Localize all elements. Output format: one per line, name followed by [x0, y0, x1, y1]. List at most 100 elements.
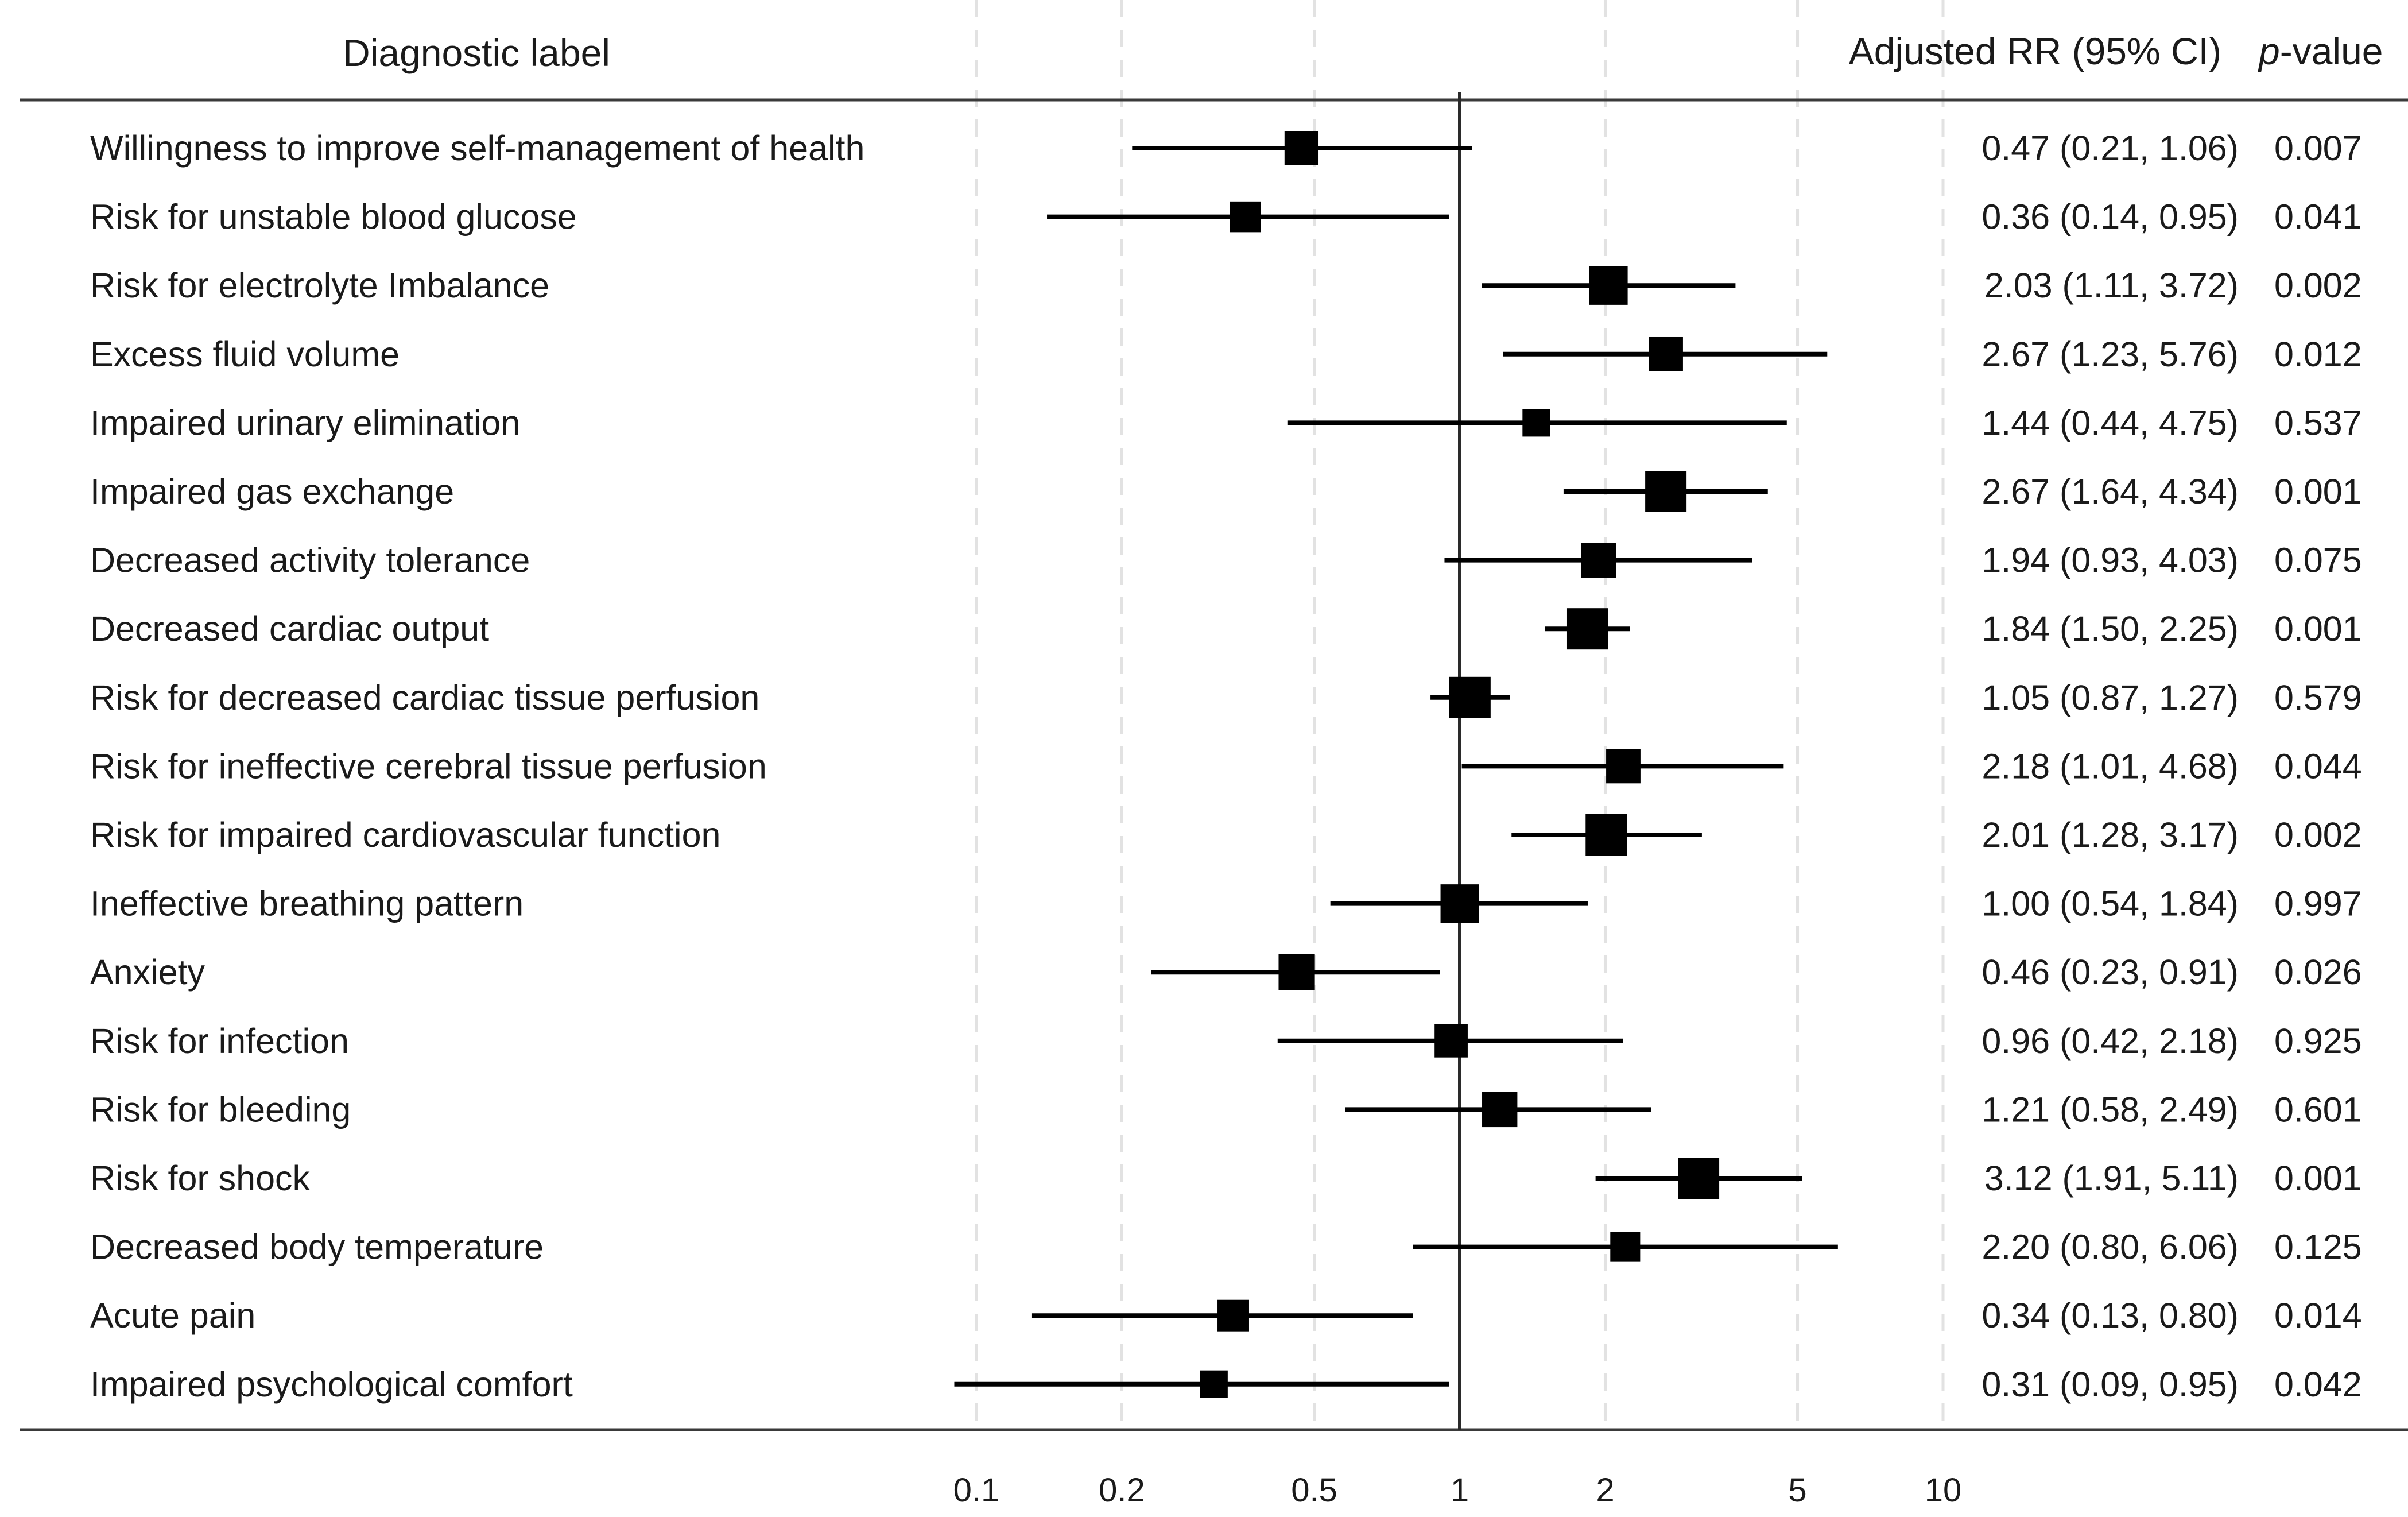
- p-value: 0.579: [2274, 678, 2362, 717]
- x-tick-label: 0.1: [953, 1472, 1000, 1509]
- rr-ci-value: 1.00 (0.54, 1.84): [1982, 884, 2239, 923]
- forest-row: Decreased activity tolerance 1.94 (0.93, …: [90, 541, 2362, 580]
- header-diagnostic-label: Diagnostic label: [343, 32, 610, 74]
- row-label: Acute pain: [90, 1296, 255, 1335]
- row-label: Decreased activity tolerance: [90, 541, 530, 580]
- p-value: 0.012: [2274, 335, 2362, 374]
- forest-row: Willingness to improve self-management o…: [90, 129, 2362, 168]
- row-label: Anxiety: [90, 953, 205, 992]
- forest-row: Decreased cardiac output 1.84 (1.50, 2.25…: [90, 608, 2362, 650]
- x-tick-label: 0.5: [1291, 1472, 1337, 1509]
- p-value: 0.042: [2274, 1365, 2362, 1404]
- p-value: 0.044: [2274, 746, 2362, 785]
- p-value: 0.537: [2274, 403, 2362, 442]
- x-tick-label: 2: [1596, 1472, 1614, 1509]
- rr-ci-value: 0.34 (0.13, 0.80): [1982, 1296, 2239, 1335]
- row-label: Excess fluid volume: [90, 335, 400, 374]
- forest-row: Risk for shock 3.12 (1.91, 5.11) 0.001: [90, 1158, 2362, 1199]
- row-label: Risk for shock: [90, 1159, 311, 1198]
- point-estimate-marker: [1581, 543, 1616, 578]
- header-p-value: p-value: [2258, 30, 2383, 72]
- forest-row: Risk for decreased cardiac tissue perfus…: [90, 676, 2362, 718]
- row-label: Decreased cardiac output: [90, 609, 489, 648]
- rr-ci-value: 3.12 (1.91, 5.11): [1984, 1159, 2239, 1198]
- p-value: 0.002: [2274, 266, 2362, 305]
- forest-row: Risk for infection 0.96 (0.42, 2.18) 0.925: [90, 1021, 2362, 1061]
- row-label: Ineffective breathing pattern: [90, 884, 524, 923]
- row-label: Risk for infection: [90, 1021, 349, 1061]
- p-value: 0.075: [2274, 541, 2362, 580]
- rr-ci-value: 2.67 (1.23, 5.76): [1982, 335, 2239, 374]
- rr-ci-value: 0.36 (0.14, 0.95): [1982, 198, 2239, 237]
- rr-ci-value: 0.46 (0.23, 0.91): [1982, 953, 2239, 992]
- row-label: Impaired gas exchange: [90, 472, 454, 511]
- point-estimate-marker: [1278, 954, 1315, 990]
- point-estimate-marker: [1230, 201, 1261, 233]
- forest-row: Excess fluid volume 2.67 (1.23, 5.76) 0.01…: [90, 335, 2362, 374]
- row-label: Risk for unstable blood glucose: [90, 198, 577, 237]
- rr-ci-value: 1.94 (0.93, 4.03): [1982, 541, 2239, 580]
- point-estimate-marker: [1566, 608, 1608, 650]
- p-value: 0.041: [2274, 198, 2362, 237]
- p-value: 0.997: [2274, 884, 2362, 923]
- x-tick-label: 0.2: [1099, 1472, 1145, 1509]
- rr-ci-value: 1.05 (0.87, 1.27): [1982, 678, 2239, 717]
- x-axis-ticks: 0.1 0.2 0.5 1 2 5 10: [953, 1472, 1962, 1509]
- point-estimate-marker: [1606, 749, 1641, 784]
- forest-row: Ineffective breathing pattern 1.00 (0.54,…: [90, 884, 2362, 923]
- rr-ci-value: 2.20 (0.80, 6.06): [1982, 1228, 2239, 1267]
- rr-ci-value: 1.21 (0.58, 2.49): [1982, 1090, 2239, 1129]
- forest-row: Risk for impaired cardiovascular functio…: [90, 814, 2362, 856]
- row-label: Risk for electrolyte Imbalance: [90, 266, 549, 305]
- forest-row: Impaired psychological comfort 0.31 (0.09…: [90, 1365, 2362, 1404]
- rr-ci-value: 2.18 (1.01, 4.68): [1982, 746, 2239, 785]
- point-estimate-marker: [1482, 1092, 1518, 1128]
- rr-ci-value: 2.03 (1.11, 3.72): [1984, 266, 2239, 305]
- row-label: Risk for bleeding: [90, 1090, 351, 1129]
- p-value: 0.002: [2274, 815, 2362, 854]
- point-estimate-marker: [1434, 1024, 1468, 1058]
- rr-ci-value: 0.96 (0.42, 2.18): [1982, 1021, 2239, 1061]
- p-value: 0.001: [2274, 472, 2362, 511]
- header-adjusted-rr: Adjusted RR (95% CI): [1849, 30, 2221, 72]
- row-label: Impaired psychological comfort: [90, 1365, 573, 1404]
- point-estimate-marker: [1610, 1232, 1641, 1262]
- forest-row: Impaired urinary elimination 1.44 (0.44, …: [90, 403, 2362, 442]
- p-value: 0.001: [2274, 609, 2362, 648]
- p-value: 0.925: [2274, 1021, 2362, 1061]
- row-label: Decreased body temperature: [90, 1228, 544, 1267]
- row-label: Impaired urinary elimination: [90, 403, 520, 442]
- x-tick-label: 1: [1451, 1472, 1469, 1509]
- point-estimate-marker: [1585, 814, 1627, 856]
- point-estimate-marker: [1217, 1299, 1249, 1332]
- p-value: 0.026: [2274, 953, 2362, 992]
- p-value: 0.601: [2274, 1090, 2362, 1129]
- row-label: Risk for ineffective cerebral tissue per…: [90, 746, 767, 785]
- forest-row: Risk for electrolyte Imbalance 2.03 (1.11…: [90, 266, 2362, 305]
- forest-row: Risk for ineffective cerebral tissue per…: [90, 746, 2362, 785]
- x-tick-label: 10: [1925, 1472, 1962, 1509]
- rr-ci-value: 0.31 (0.09, 0.95): [1982, 1365, 2239, 1404]
- point-estimate-marker: [1649, 336, 1683, 371]
- forest-row: Impaired gas exchange 2.67 (1.64, 4.34) 0.…: [90, 471, 2362, 512]
- forest-row: Acute pain 0.34 (0.13, 0.80) 0.014: [90, 1296, 2362, 1335]
- forest-row: Risk for unstable blood glucose 0.36 (0.1…: [90, 198, 2362, 237]
- point-estimate-marker: [1449, 676, 1491, 718]
- x-tick-label: 5: [1788, 1472, 1806, 1509]
- point-estimate-marker: [1589, 266, 1628, 305]
- point-estimate-marker: [1678, 1158, 1720, 1199]
- rr-ci-value: 2.01 (1.28, 3.17): [1982, 815, 2239, 854]
- header-p-italic: p: [2258, 30, 2280, 72]
- rr-ci-value: 1.44 (0.44, 4.75): [1982, 403, 2239, 442]
- row-label: Risk for impaired cardiovascular functio…: [90, 815, 720, 854]
- point-estimate-marker: [1645, 471, 1687, 512]
- row-label: Willingness to improve self-management o…: [90, 129, 864, 168]
- header-p-suffix: -value: [2280, 30, 2383, 72]
- row-label: Risk for decreased cardiac tissue perfus…: [90, 678, 759, 717]
- forest-row: Anxiety 0.46 (0.23, 0.91) 0.026: [90, 953, 2362, 992]
- p-value: 0.014: [2274, 1296, 2362, 1335]
- forest-rows: Willingness to improve self-management o…: [90, 129, 2362, 1404]
- forest-row: Risk for bleeding 1.21 (0.58, 2.49) 0.601: [90, 1090, 2362, 1129]
- p-value: 0.001: [2274, 1159, 2362, 1198]
